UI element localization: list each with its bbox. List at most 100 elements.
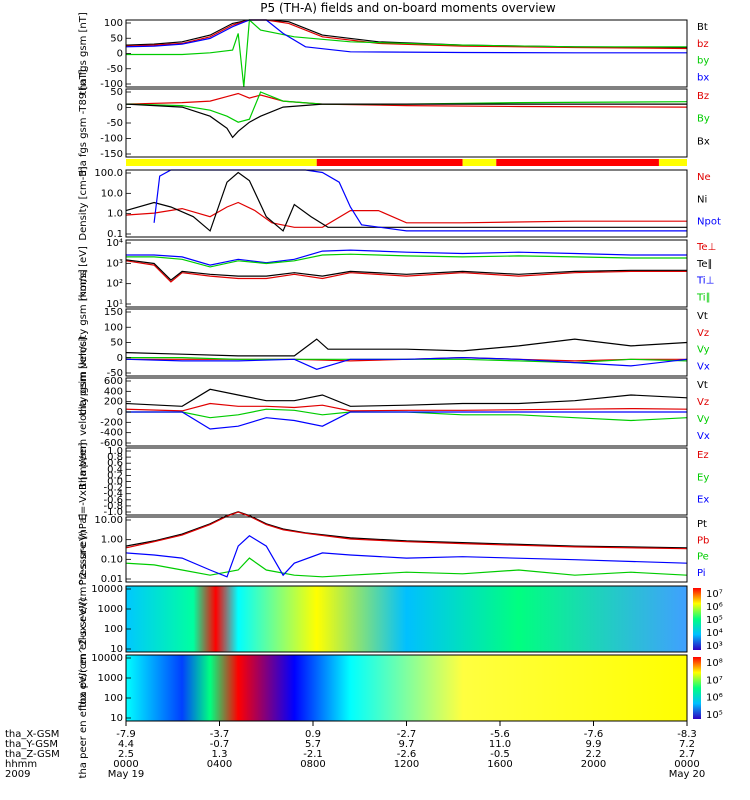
- heatmap-mark: [126, 655, 687, 721]
- series-line-by: [126, 18, 687, 88]
- y-axis-label: tha peir en eflux eV/(cm^2-s-sr-eV): [78, 530, 89, 708]
- legend-entry: Bz: [697, 91, 709, 102]
- segment-mark: [496, 159, 659, 166]
- panel-frame: [125, 19, 688, 88]
- y-tick-label: 50: [110, 87, 123, 98]
- ephemeris-value: -0.7: [210, 739, 230, 750]
- ephemeris-value: -2.7: [397, 729, 417, 740]
- y-tick-label: 200: [104, 397, 123, 408]
- y-tick-label: 100: [104, 624, 123, 635]
- y-tick-label: 100.0: [94, 168, 123, 179]
- y-tick-label: 10: [110, 713, 123, 724]
- legend-entry: Te∥: [696, 259, 713, 270]
- panel-10: 10⁸ 10⁷ 10⁶ 10⁵ 10000 1000 100 10 tha peer en ef…: [78, 597, 723, 778]
- y-tick-label: -50: [107, 118, 123, 129]
- ephemeris-value: 0000: [113, 759, 138, 770]
- segment-mark: [462, 159, 497, 166]
- y-tick-label: 10³: [106, 258, 123, 269]
- y-tick-label: 0.4: [107, 464, 123, 475]
- ephemeris-value: 1.3: [212, 749, 228, 760]
- panel-5: Vt Vz Vy Vx 150 100 50 0 -50 tha peim velocity gs…: [78, 269, 710, 416]
- ephemeris-value: 5.7: [305, 739, 321, 750]
- legend-entry: by: [697, 56, 709, 67]
- series-line-Ni: [125, 171, 687, 232]
- ephemeris-value: 9.9: [586, 739, 602, 750]
- panel-frame: [125, 516, 688, 583]
- legend-entry: bx: [697, 72, 709, 83]
- panel-9: 10⁷ 10⁶ 10⁵ 10⁴ 10³ 10000 1000 100 10 tha peir en…: [78, 530, 723, 708]
- panel-3: Ne Ni Npot 100.0 10.0 1.0 0.1 Density [cm-3]: [78, 166, 721, 240]
- ephemeris-value: 2000: [581, 759, 606, 770]
- ephemeris-row-label: hhmm: [5, 759, 37, 770]
- y-tick-label: 1.0: [107, 446, 123, 457]
- y-tick-label: -150: [100, 149, 123, 160]
- y-tick-label: -0.4: [103, 489, 123, 500]
- y-tick-label: 1000: [98, 604, 123, 615]
- colorbar-tick-label: 10³: [706, 641, 723, 652]
- y-axis-label: tha peer en eflux eV/(cm^2-s-sr-eV): [78, 597, 89, 778]
- y-tick-label: 10¹: [106, 299, 123, 310]
- y-tick-label: -400: [100, 428, 123, 439]
- ephemeris-value: 4.4: [118, 739, 134, 750]
- y-tick-label: 10.00: [94, 515, 123, 526]
- series-line-Vy: [126, 408, 688, 422]
- y-axis-label: tha peem velocity gsm [km/s]: [78, 337, 89, 487]
- colorbar: [693, 588, 701, 650]
- ephemeris-value: 1600: [487, 759, 512, 770]
- y-tick-label: 10: [110, 644, 123, 655]
- colorbar-tick-label: 10⁶: [706, 693, 723, 704]
- y-axis-label: Pressure [nPa]: [78, 514, 89, 586]
- series-line-Pi: [125, 535, 688, 578]
- series-line-Ti⊥: [126, 249, 687, 266]
- ephemeris-value: 0400: [207, 759, 232, 770]
- y-axis-label: Density [cm-3]: [78, 166, 89, 240]
- series-line-Npot: [153, 169, 687, 232]
- y-tick-label: 10000: [91, 653, 123, 664]
- y-tick-label: 10²: [106, 279, 123, 290]
- series-line-Vx: [125, 356, 688, 370]
- y-tick-label: 0: [117, 49, 123, 60]
- legend-entry: Bx: [697, 136, 710, 147]
- y-tick-label: -50: [107, 64, 123, 75]
- legend-entry: Pb: [697, 535, 709, 546]
- legend-entry: Ti⊥: [696, 276, 714, 287]
- series-line-Vz: [125, 402, 688, 412]
- legend-entry: Npot: [697, 217, 721, 228]
- heatmap-mark: [126, 586, 687, 652]
- series-line-Vt: [125, 338, 688, 357]
- legend-entry: Vx: [697, 361, 710, 372]
- panel-7: Ez Ey Ex 1.00.80.60.40.20.0-0.2-0.4-0.6-0.8…: [78, 442, 709, 520]
- series-line-Te⊥: [125, 260, 687, 283]
- y-tick-label: 50: [110, 338, 123, 349]
- series-line-Vx: [126, 411, 687, 430]
- segment-mark: [316, 159, 463, 166]
- ephemeris-row-label: tha_Z-GSM: [5, 749, 60, 760]
- ephemeris-value: -2.1: [303, 749, 323, 760]
- y-axis-label: tha fgs gsm [nT]: [78, 12, 89, 95]
- series-line-Te∥: [125, 259, 687, 281]
- ephemeris-value: -2.6: [397, 749, 417, 760]
- y-tick-label: 1000: [98, 673, 123, 684]
- legend-entry: Vz: [697, 328, 709, 339]
- ephemeris-value: 7.2: [679, 739, 695, 750]
- legend-entry: Vy: [697, 414, 710, 425]
- y-tick-label: 0.1: [107, 229, 123, 240]
- ephemeris-value: -8.3: [677, 729, 697, 740]
- ephemeris-row-label: 2009: [5, 769, 30, 780]
- y-tick-label: -200: [100, 417, 123, 428]
- y-tick-label: 100: [104, 693, 123, 704]
- y-tick-label: 400: [104, 386, 123, 397]
- legend-entry: bz: [697, 39, 709, 50]
- y-tick-label: -0.2: [103, 483, 123, 494]
- y-tick-label: -0.8: [103, 501, 123, 512]
- y-tick-label: 100: [104, 18, 123, 29]
- panel-frame: [125, 585, 688, 653]
- y-tick-label: -100: [100, 79, 123, 90]
- legend-entry: Vt: [697, 311, 708, 322]
- ephemeris-value: May 20: [669, 769, 706, 780]
- y-tick-label: 0.8: [107, 452, 123, 463]
- panel-2: [126, 159, 687, 166]
- y-tick-label: 150: [104, 307, 123, 318]
